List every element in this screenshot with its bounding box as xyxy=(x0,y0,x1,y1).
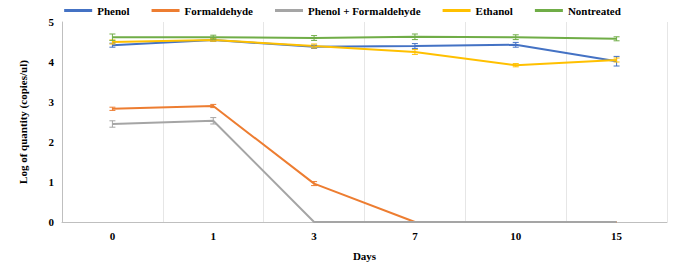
svg-text:0: 0 xyxy=(110,230,116,242)
svg-text:2: 2 xyxy=(49,136,55,148)
svg-text:1: 1 xyxy=(211,230,217,242)
svg-text:7: 7 xyxy=(412,230,418,242)
svg-text:Ethanol: Ethanol xyxy=(476,5,513,17)
svg-text:Log of quantity (copies/ul): Log of quantity (copies/ul) xyxy=(17,60,30,184)
svg-text:10: 10 xyxy=(510,230,522,242)
svg-text:4: 4 xyxy=(49,56,55,68)
svg-text:Formaldehyde: Formaldehyde xyxy=(185,5,254,17)
svg-text:Phenol + Formaldehyde: Phenol + Formaldehyde xyxy=(308,5,421,17)
svg-text:3: 3 xyxy=(311,230,317,242)
svg-text:0: 0 xyxy=(49,216,55,228)
svg-text:3: 3 xyxy=(49,96,55,108)
svg-text:Phenol: Phenol xyxy=(97,5,129,17)
svg-text:Days: Days xyxy=(353,250,377,262)
svg-text:1: 1 xyxy=(49,176,55,188)
svg-text:5: 5 xyxy=(49,16,55,28)
svg-text:15: 15 xyxy=(611,230,623,242)
svg-text:Nontreated: Nontreated xyxy=(568,5,621,17)
